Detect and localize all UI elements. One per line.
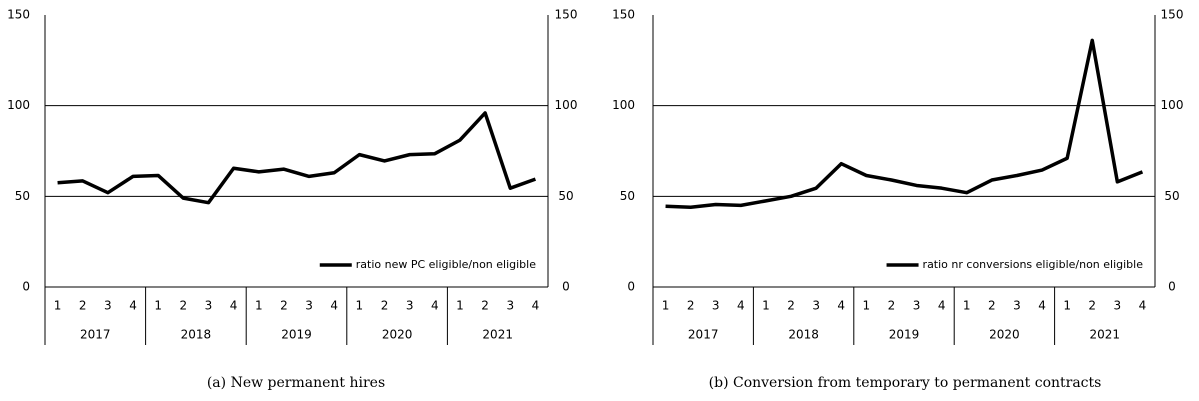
y2-tick-label: 100 xyxy=(1161,98,1184,112)
x-group-label: 2018 xyxy=(788,328,819,342)
x-tick-label: 1 xyxy=(762,299,770,313)
x-tick-label: 4 xyxy=(230,299,238,313)
y2-tick-label: 0 xyxy=(562,280,570,294)
x-tick-label: 3 xyxy=(305,299,313,313)
x-tick-label: 4 xyxy=(737,299,745,313)
x-tick-label: 1 xyxy=(963,299,971,313)
x-tick-label: 2 xyxy=(180,299,188,313)
x-tick-label: 3 xyxy=(712,299,720,313)
x-group-label: 2017 xyxy=(80,328,111,342)
x-group-label: 2017 xyxy=(688,328,719,342)
x-tick-label: 3 xyxy=(1013,299,1021,313)
y2-tick-label: 150 xyxy=(555,8,578,22)
x-tick-label: 1 xyxy=(356,299,364,313)
x-tick-label: 3 xyxy=(406,299,414,313)
legend-label: ratio new PC eligible/non eligible xyxy=(356,258,536,271)
x-group-label: 2019 xyxy=(889,328,920,342)
x-group-label: 2020 xyxy=(989,328,1020,342)
x-tick-label: 3 xyxy=(812,299,820,313)
x-tick-label: 2 xyxy=(988,299,996,313)
x-group-label: 2020 xyxy=(382,328,413,342)
x-tick-label: 3 xyxy=(506,299,514,313)
y2-tick-label: 50 xyxy=(1164,189,1179,203)
y-tick-label: 50 xyxy=(15,189,30,203)
y2-tick-label: 100 xyxy=(555,98,578,112)
x-tick-label: 1 xyxy=(54,299,62,313)
x-group-label: 2019 xyxy=(281,328,312,342)
y-tick-label: 150 xyxy=(612,8,635,22)
x-tick-label: 2 xyxy=(280,299,288,313)
x-tick-label: 1 xyxy=(154,299,162,313)
y-tick-label: 100 xyxy=(612,98,635,112)
x-tick-label: 4 xyxy=(532,299,540,313)
x-tick-label: 4 xyxy=(1038,299,1046,313)
x-group-label: 2021 xyxy=(482,328,513,342)
y2-tick-label: 0 xyxy=(1168,280,1176,294)
y-tick-label: 100 xyxy=(7,98,30,112)
data-line xyxy=(665,38,1144,209)
x-tick-label: 4 xyxy=(431,299,439,313)
x-group-label: 2021 xyxy=(1090,328,1121,342)
y-tick-label: 0 xyxy=(627,280,635,294)
x-tick-label: 1 xyxy=(662,299,670,313)
legend-label: ratio nr conversions eligible/non eligib… xyxy=(923,258,1144,271)
x-tick-label: 1 xyxy=(456,299,464,313)
x-tick-label: 4 xyxy=(938,299,946,313)
x-tick-label: 3 xyxy=(1114,299,1122,313)
caption: (b) Conversion from temporary to permane… xyxy=(709,375,1102,391)
x-tick-label: 1 xyxy=(255,299,263,313)
x-tick-label: 4 xyxy=(129,299,137,313)
caption: (a) New permanent hires xyxy=(207,375,385,391)
x-tick-label: 4 xyxy=(1139,299,1147,313)
y-tick-label: 50 xyxy=(620,189,635,203)
y-tick-label: 0 xyxy=(22,280,30,294)
data-line xyxy=(57,111,537,205)
x-tick-label: 4 xyxy=(837,299,845,313)
x-tick-label: 2 xyxy=(1088,299,1096,313)
x-tick-label: 4 xyxy=(330,299,338,313)
x-tick-label: 2 xyxy=(888,299,896,313)
y2-tick-label: 50 xyxy=(558,189,573,203)
y-tick-label: 150 xyxy=(7,8,30,22)
x-tick-label: 1 xyxy=(863,299,871,313)
x-tick-label: 2 xyxy=(79,299,87,313)
x-tick-label: 2 xyxy=(787,299,795,313)
x-tick-label: 3 xyxy=(205,299,213,313)
x-tick-label: 3 xyxy=(913,299,921,313)
x-group-label: 2018 xyxy=(181,328,212,342)
x-tick-label: 1 xyxy=(1063,299,1071,313)
x-tick-label: 2 xyxy=(381,299,389,313)
x-tick-label: 2 xyxy=(687,299,695,313)
y2-tick-label: 150 xyxy=(1161,8,1184,22)
x-tick-label: 3 xyxy=(104,299,112,313)
x-tick-label: 2 xyxy=(481,299,489,313)
